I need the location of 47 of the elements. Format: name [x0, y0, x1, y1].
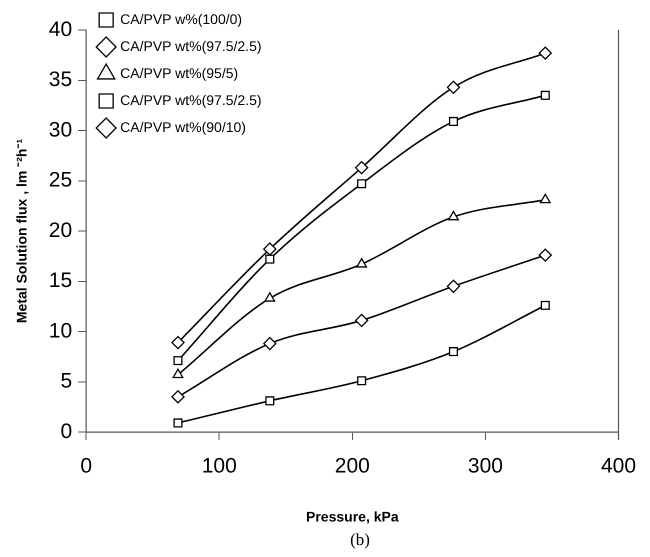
- x-axis-title: Pressure, kPa: [306, 508, 399, 524]
- point: [265, 396, 274, 406]
- point: [538, 248, 552, 262]
- y-tick-label: 10: [48, 319, 72, 342]
- x-tick-label: 0: [80, 454, 92, 478]
- y-axis-title: Metal Solution flux , lm ⁻²h⁻¹: [13, 138, 30, 324]
- legend-label: CA/PVP wt%(95/5): [120, 64, 238, 81]
- legend-label: CA/PVP w%(100/0): [120, 10, 242, 27]
- point: [171, 390, 185, 404]
- point: [540, 194, 551, 204]
- text: (b): [349, 530, 371, 550]
- y-tick-label: 40: [48, 18, 72, 41]
- y-tick-label: 35: [48, 68, 72, 92]
- point: [448, 347, 458, 356]
- point: [173, 418, 183, 428]
- x-tick-label: 100: [202, 454, 237, 478]
- y-tick-label: 15: [48, 269, 72, 292]
- point: [540, 300, 550, 310]
- legend-label: CA/PVP wt%(90/10): [120, 118, 246, 135]
- point: [448, 210, 459, 220]
- point: [265, 254, 274, 264]
- point: [446, 80, 460, 94]
- y-tick-label: 20: [48, 218, 72, 242]
- legend-label: CA/PVP wt%(97.5/2.5): [120, 92, 262, 108]
- point: [448, 116, 458, 126]
- y-tick-label: 5: [60, 370, 72, 393]
- x-tick-label: 400: [600, 454, 636, 478]
- x-tick-label: 300: [468, 454, 503, 478]
- point: [356, 258, 368, 268]
- point: [263, 336, 276, 350]
- point: [357, 376, 366, 386]
- point: [540, 90, 550, 100]
- point: [264, 292, 276, 302]
- point: [173, 356, 183, 366]
- point: [357, 179, 366, 188]
- point: [354, 161, 368, 174]
- point: [446, 280, 460, 293]
- point: [172, 368, 184, 378]
- y-tick-label: 0: [60, 420, 72, 443]
- y-tick-label: 30: [48, 118, 72, 142]
- point: [354, 314, 368, 328]
- point: [171, 336, 185, 350]
- point: [263, 242, 276, 256]
- y-tick-label: 25: [48, 168, 72, 192]
- point: [538, 46, 552, 60]
- legend-label: CA/PVP wt%(97.5/2.5): [120, 38, 262, 54]
- x-tick-label: 200: [334, 454, 370, 478]
